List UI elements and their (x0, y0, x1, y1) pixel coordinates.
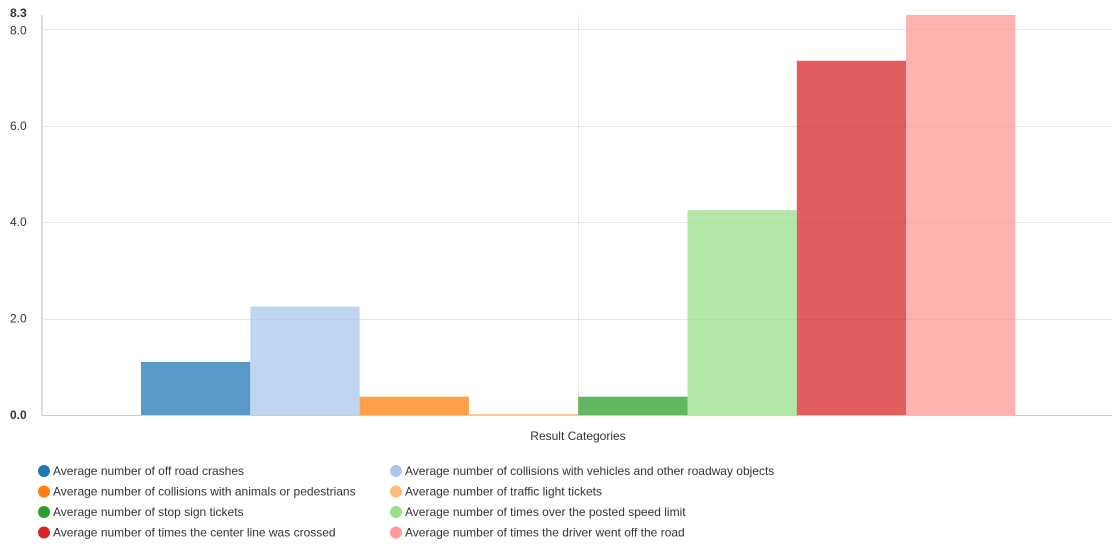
bar[interactable] (359, 396, 469, 415)
bars (141, 15, 1016, 415)
legend-swatch (38, 506, 50, 518)
bar[interactable] (687, 210, 797, 415)
legend-label: Average number of collisions with vehicl… (405, 464, 774, 478)
legend-label: Average number of off road crashes (53, 464, 244, 478)
legend-swatch (390, 485, 402, 498)
legend-swatch (38, 526, 50, 539)
y-tick-label: 8.0 (10, 23, 27, 37)
legend-item[interactable]: Average number of times over the posted … (390, 505, 686, 519)
bar[interactable] (250, 306, 360, 415)
legend-item[interactable]: Average number of times the driver went … (390, 526, 685, 540)
legend-item[interactable]: Average number of stop sign tickets (38, 505, 244, 519)
legend-swatch (390, 526, 402, 539)
legend-label: Average number of traffic light tickets (405, 485, 602, 499)
legend-item[interactable]: Average number of collisions with animal… (38, 485, 356, 499)
legend-swatch (38, 485, 50, 498)
bar[interactable] (796, 60, 907, 415)
y-tick-label: 6.0 (10, 119, 27, 133)
bar[interactable] (468, 414, 579, 415)
legend-label: Average number of times over the posted … (405, 505, 686, 519)
legend-label: Average number of times the center line … (53, 526, 336, 540)
legend-label: Average number of times the driver went … (405, 526, 685, 540)
bar[interactable] (141, 361, 251, 415)
x-axis-title: Result Categories (530, 429, 625, 443)
legend-swatch (390, 465, 402, 477)
bar[interactable] (906, 15, 1016, 415)
legend-label: Average number of collisions with animal… (53, 485, 356, 499)
legend-swatch (390, 506, 402, 518)
legend-item[interactable]: Average number of collisions with vehicl… (390, 464, 774, 478)
y-axis-ticks: 0.0 2.0 4.0 6.0 8.0 8.3 (10, 6, 27, 422)
y-tick-label: 4.0 (10, 215, 27, 229)
legend-swatch (38, 465, 50, 477)
y-tick-label: 2.0 (10, 312, 27, 326)
y-tick-label: 8.3 (10, 6, 27, 20)
y-tick-label: 0.0 (10, 408, 27, 422)
legend-item[interactable]: Average number of traffic light tickets (390, 485, 602, 499)
bar[interactable] (578, 396, 688, 415)
legend: Average number of off road crashes Averag… (38, 464, 774, 540)
legend-item[interactable]: Average number of times the center line … (38, 526, 336, 540)
legend-label: Average number of stop sign tickets (53, 505, 244, 519)
legend-item[interactable]: Average number of off road crashes (38, 464, 244, 478)
